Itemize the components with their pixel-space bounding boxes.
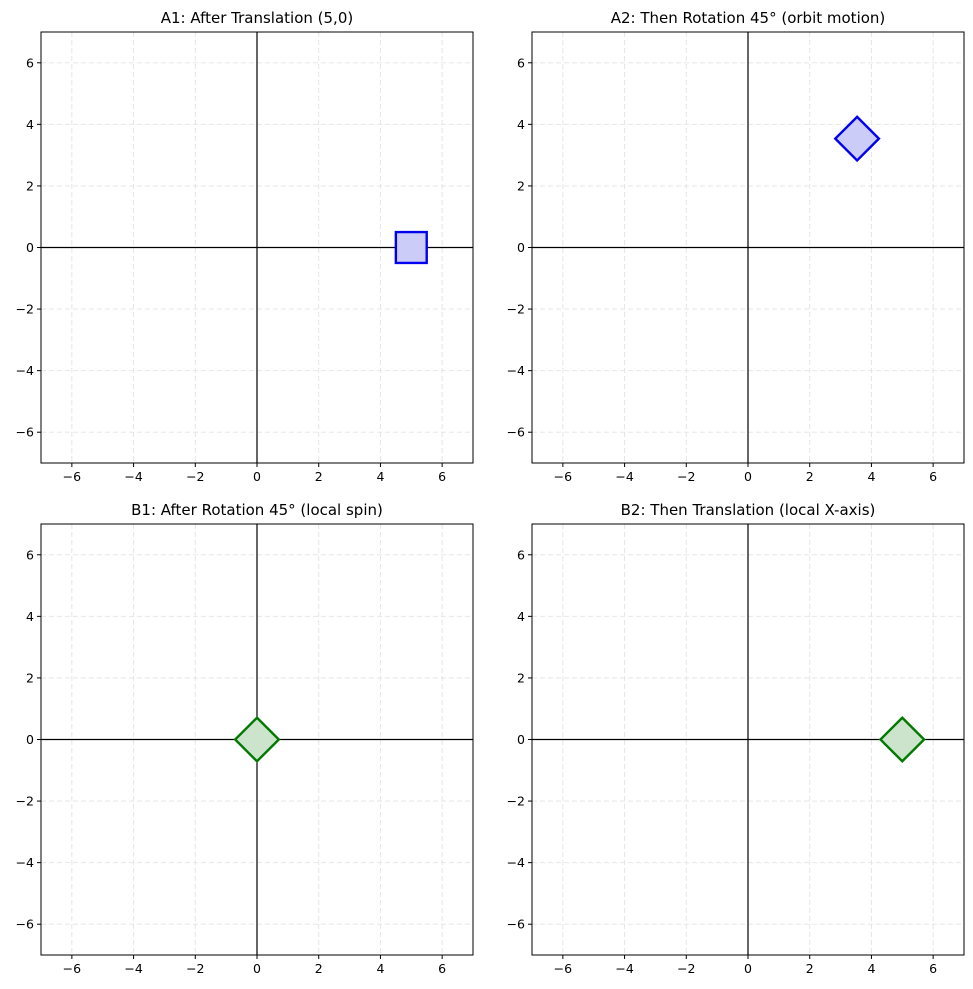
x-tick-label: 6: [929, 469, 937, 484]
y-tick-label: 2: [517, 178, 525, 193]
x-tick-label: 2: [315, 469, 323, 484]
x-tick-label: −4: [615, 961, 633, 976]
y-tick-label: 2: [517, 670, 525, 685]
x-tick-label: 4: [376, 961, 384, 976]
chart-panel-b1: −6 −4 −2 0 2 4 6 −6 −4 −2 0 2 4 6 B1: After Rotation 4…: [16, 501, 474, 976]
y-tick-label: 0: [26, 732, 34, 747]
y-tick-label: −2: [16, 794, 34, 809]
chart-panel-a1: −6 −4 −2 0 2 4 6 −6 −4 −2 0 2 4 6 A1: After Translatio…: [16, 9, 474, 484]
x-tick-label: 2: [806, 961, 814, 976]
x-tick-label: −2: [186, 961, 204, 976]
y-tick-label: 6: [26, 547, 34, 562]
y-tick-label: 4: [26, 117, 34, 132]
y-tick-label: −2: [507, 302, 525, 317]
x-tick-label: 4: [867, 961, 875, 976]
y-tick-label: −4: [16, 363, 34, 378]
y-tick-label: 4: [517, 609, 525, 624]
chart-panel-b2: −6 −4 −2 0 2 4 6 −6 −4 −2 0 2 4 6 B2: Then Translation…: [507, 501, 965, 976]
y-tick-label: −4: [507, 855, 525, 870]
y-tick-label: 6: [26, 55, 34, 70]
x-tick-label: 4: [867, 469, 875, 484]
y-tick-label: −6: [16, 917, 34, 932]
chart-title: B1: After Rotation 45° (local spin): [131, 501, 383, 519]
x-tick-label: −6: [554, 961, 572, 976]
x-tick-label: 6: [438, 961, 446, 976]
y-tick-label: 2: [26, 670, 34, 685]
x-tick-label: 0: [744, 469, 752, 484]
x-tick-label: 2: [806, 469, 814, 484]
y-tick-label: −6: [507, 917, 525, 932]
x-tick-label: −6: [63, 961, 81, 976]
x-tick-label: 0: [744, 961, 752, 976]
shape-b1: [233, 716, 281, 763]
x-tick-label: −6: [63, 469, 81, 484]
x-tick-label: −6: [554, 469, 572, 484]
x-tick-label: −2: [677, 469, 695, 484]
x-tick-label: −2: [186, 469, 204, 484]
y-tick-label: 2: [26, 178, 34, 193]
y-tick-label: 0: [26, 240, 34, 255]
x-tick-label: 0: [253, 469, 261, 484]
shape-a1: [394, 230, 428, 265]
y-tick-label: −4: [507, 363, 525, 378]
chart-title: A1: After Translation (5,0): [161, 9, 353, 27]
y-tick-label: 4: [517, 117, 525, 132]
x-tick-label: −4: [615, 469, 633, 484]
x-tick-label: −4: [124, 961, 142, 976]
chart-title: B2: Then Translation (local X-axis): [621, 501, 876, 519]
y-tick-label: −6: [16, 425, 34, 440]
x-tick-label: 6: [929, 961, 937, 976]
chart-panel-a2: −6 −4 −2 0 2 4 6 −6 −4 −2 0 2 4 6 A2: Then Rotation 45…: [507, 9, 965, 484]
x-tick-label: 2: [315, 961, 323, 976]
y-tick-label: 0: [517, 240, 525, 255]
y-tick-label: −4: [16, 855, 34, 870]
y-tick-label: −2: [16, 302, 34, 317]
x-tick-label: 0: [253, 961, 261, 976]
y-tick-label: 0: [517, 732, 525, 747]
y-tick-label: −2: [507, 794, 525, 809]
y-tick-label: −6: [507, 425, 525, 440]
shape-a2: [833, 115, 881, 163]
y-tick-label: 4: [26, 609, 34, 624]
y-tick-label: 6: [517, 55, 525, 70]
shape-b2: [878, 716, 926, 763]
chart-title: A2: Then Rotation 45° (orbit motion): [611, 9, 886, 27]
x-tick-label: 6: [438, 469, 446, 484]
x-tick-label: −2: [677, 961, 695, 976]
y-tick-label: 6: [517, 547, 525, 562]
x-tick-label: −4: [124, 469, 142, 484]
x-tick-label: 4: [376, 469, 384, 484]
